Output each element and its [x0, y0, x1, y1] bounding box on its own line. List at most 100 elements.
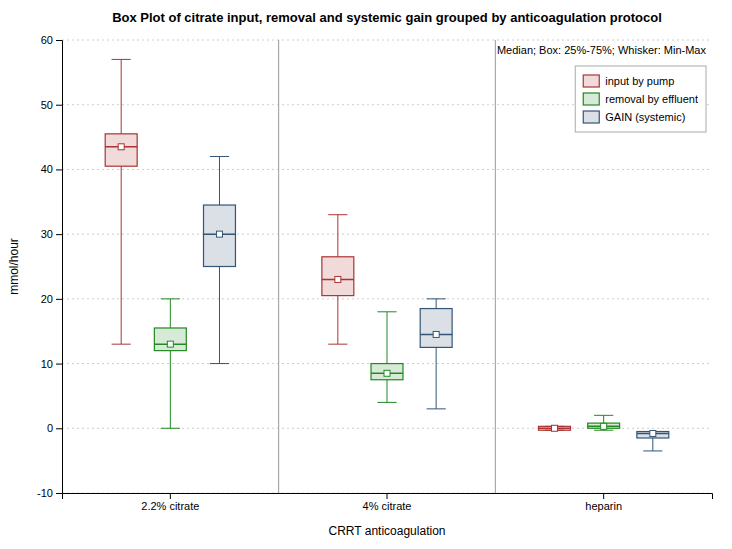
y-tick-label: -10 — [37, 487, 53, 499]
series — [154, 299, 619, 430]
box — [371, 364, 403, 380]
grid-line — [62, 40, 712, 41]
boxes — [105, 59, 669, 451]
median-marker — [167, 341, 173, 347]
legend-swatch — [583, 111, 599, 123]
x-tick: 4% citrate — [363, 493, 412, 512]
median-marker — [335, 276, 341, 282]
group-separator — [278, 40, 279, 493]
grid — [62, 40, 712, 493]
grid-line — [62, 298, 712, 299]
median-marker — [433, 331, 439, 337]
legend-item: GAIN (systemic) — [583, 111, 685, 123]
y-tick: 10 — [41, 358, 62, 370]
y-tick: 30 — [41, 228, 62, 240]
median-marker — [216, 231, 222, 237]
x-tick-mark — [387, 493, 388, 499]
whisker-cap-min — [643, 450, 662, 451]
x-axis: 2.2% citrate 4% citrate heparin — [63, 493, 713, 512]
legend-label: GAIN (systemic) — [605, 111, 685, 123]
y-tick-label: 60 — [41, 34, 53, 46]
median-marker — [552, 425, 558, 431]
whisker-lower — [121, 166, 122, 344]
whisker-lower — [219, 267, 220, 364]
whisker-cap-max — [594, 415, 613, 416]
y-tick-mark — [56, 40, 62, 41]
x-tick: heparin — [585, 493, 622, 512]
whisker-cap-min — [328, 344, 347, 345]
box — [154, 328, 186, 351]
whisker-cap-max — [427, 298, 446, 299]
median-marker — [601, 423, 607, 429]
x-tick-mark — [170, 493, 171, 499]
y-tick-mark — [56, 105, 62, 106]
whisker-upper — [337, 215, 338, 257]
whisker-cap-min — [112, 344, 131, 345]
whisker-cap-min — [161, 428, 180, 429]
chart: -10 0 10 20 30 40 50 60 2.2% citrate 4% citrate he… — [0, 0, 732, 549]
x-axis-title: CRRT anticoagulation — [329, 524, 446, 538]
y-tick-label: 20 — [41, 293, 53, 305]
whisker-cap-min — [594, 430, 613, 431]
y-tick-mark — [56, 428, 62, 429]
whisker-lower — [170, 351, 171, 429]
box — [420, 309, 452, 348]
legend-swatch — [583, 93, 599, 105]
y-tick-label: 0 — [47, 422, 53, 434]
box — [322, 257, 354, 296]
y-tick: -10 — [37, 487, 62, 499]
y-axis: -10 0 10 20 30 40 50 60 — [37, 34, 62, 499]
legend-label: input by pump — [605, 75, 674, 87]
y-tick: 20 — [41, 293, 62, 305]
whisker-cap-max — [112, 59, 131, 60]
whisker-upper — [603, 415, 604, 423]
legend-item: input by pump — [583, 75, 674, 87]
whisker-upper — [121, 59, 122, 133]
y-tick: 0 — [47, 422, 62, 434]
grid-line — [62, 169, 712, 170]
y-axis-title: mmol/hour — [7, 238, 21, 295]
plot-area: -10 0 10 20 30 40 50 60 2.2% citrate 4% citrate he… — [37, 34, 712, 512]
whisker-lower — [387, 380, 388, 403]
whisker-upper — [219, 156, 220, 205]
whisker-lower — [436, 347, 437, 408]
annotation: Median; Box: 25%-75%; Whisker: Min-Max — [497, 44, 707, 56]
y-tick: 50 — [41, 99, 62, 111]
legend: input by pump removal by effluent GAIN (sy… — [575, 66, 706, 132]
y-tick-mark — [56, 234, 62, 235]
legend-label: removal by effluent — [605, 93, 698, 105]
group-separator — [495, 40, 496, 493]
box — [105, 134, 137, 166]
whisker-upper — [387, 312, 388, 364]
whisker-cap-max — [161, 298, 180, 299]
box — [204, 205, 236, 266]
whisker-upper — [170, 299, 171, 328]
whisker-cap-max — [210, 156, 229, 157]
median-marker — [118, 144, 124, 150]
whisker-cap-min — [377, 402, 396, 403]
series — [204, 156, 669, 450]
y-tick-mark — [56, 169, 62, 170]
x-tick-mark — [603, 493, 604, 499]
grid-line — [62, 234, 712, 235]
whisker-cap-max — [377, 311, 396, 312]
legend-item: removal by effluent — [583, 93, 698, 105]
y-tick-label: 10 — [41, 358, 53, 370]
legend-swatch — [583, 75, 599, 87]
x-tick-label: 2.2% citrate — [141, 500, 199, 512]
x-axis-line — [63, 494, 713, 500]
y-tick-label: 40 — [41, 163, 53, 175]
y-tick-mark — [56, 364, 62, 365]
y-tick: 60 — [41, 34, 62, 46]
median-marker — [384, 370, 390, 376]
whisker-lower — [337, 296, 338, 345]
y-tick-mark — [56, 493, 62, 494]
x-tick-label: 4% citrate — [363, 500, 412, 512]
median-marker — [650, 430, 656, 436]
y-tick-mark — [56, 299, 62, 300]
title: Box Plot of citrate input, removal and s… — [112, 10, 662, 25]
whisker-cap-max — [328, 214, 347, 215]
y-tick-label: 30 — [41, 228, 53, 240]
group-separators — [279, 40, 496, 493]
x-tick-label: heparin — [585, 500, 622, 512]
